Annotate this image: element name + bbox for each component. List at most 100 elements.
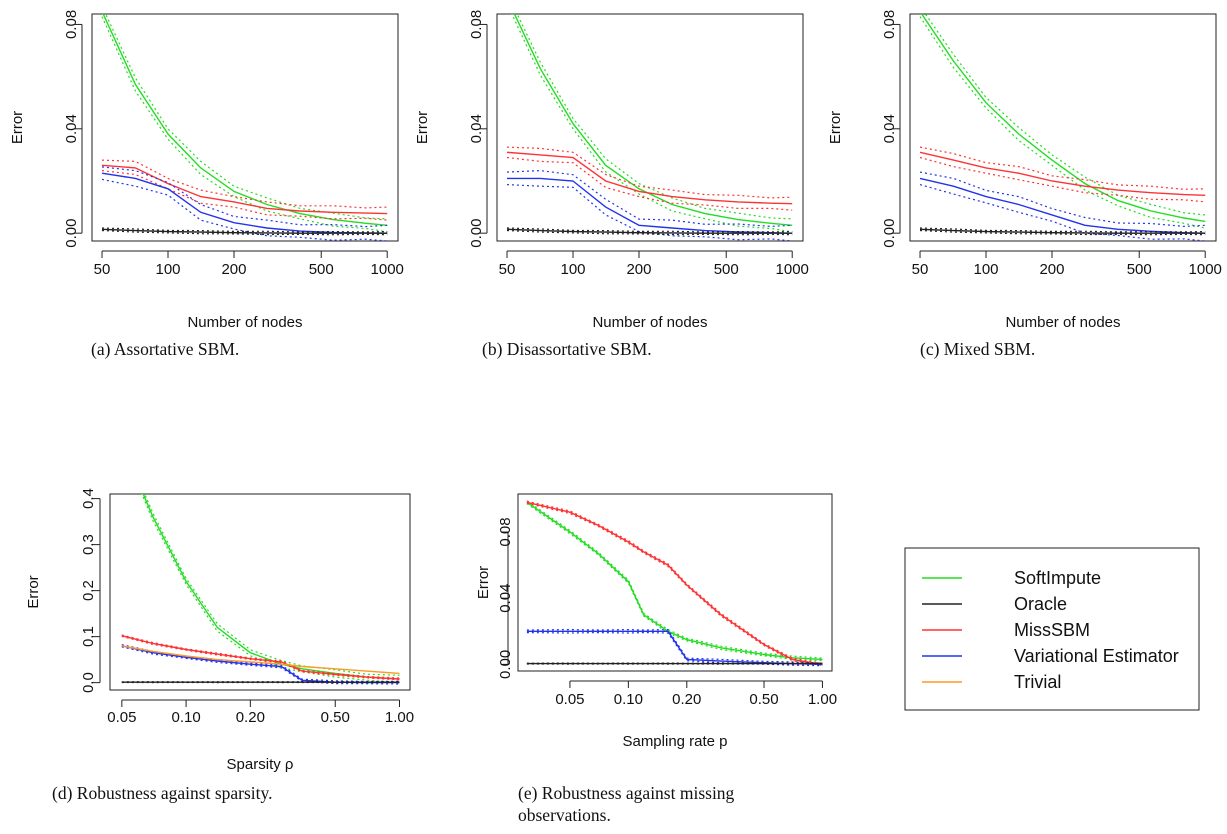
y-tick-label: 0.04: [881, 114, 898, 143]
x-tick-label: 500: [309, 261, 334, 278]
series-band-line: [101, 170, 388, 221]
x-tick-label: 100: [155, 261, 180, 278]
series-band-line: [526, 502, 823, 666]
y-axis-label: Error: [475, 566, 492, 599]
x-axis-label: Number of nodes: [592, 314, 707, 331]
y-tick-label: 0.08: [468, 10, 485, 39]
series-band-line: [919, 156, 1206, 203]
series-band-line: [919, 146, 1206, 190]
legend-label: MissSBM: [1014, 620, 1090, 640]
series-group: [121, 494, 400, 685]
series-line: [102, 14, 388, 226]
x-tick-label: 0.50: [749, 691, 778, 708]
x-tick-label: 0.05: [555, 691, 584, 708]
x-tick-label: 500: [1127, 261, 1152, 278]
x-axis-label: Number of nodes: [1005, 314, 1120, 331]
x-axis-label: Sparsity ρ: [227, 756, 294, 773]
figure-caption: (c) Mixed SBM.: [920, 339, 1035, 359]
series-band-line: [101, 159, 388, 209]
y-tick-label: 0.08: [497, 517, 514, 546]
figure-caption: (d) Robustness against sparsity.: [52, 783, 273, 803]
series-band-line: [526, 500, 823, 659]
x-tick-label: 50: [912, 261, 929, 278]
series-line: [526, 501, 823, 666]
series-group: [526, 500, 823, 667]
x-tick-label: 0.20: [236, 709, 265, 726]
legend-label: Trivial: [1014, 672, 1061, 692]
y-tick-label: 0.08: [63, 10, 80, 39]
series-band-line: [141, 494, 400, 684]
figure-caption: (b) Disassortative SBM.: [482, 339, 652, 359]
series-line: [919, 151, 1206, 196]
plot-frame: [91, 13, 399, 242]
series-band-line: [526, 500, 823, 664]
series-band-line: [516, 14, 793, 220]
series-band-line: [144, 494, 400, 676]
figure-caption-line: (e) Robustness against missing: [518, 783, 735, 803]
series-line: [121, 645, 400, 675]
series-band-line: [121, 635, 400, 681]
series-band-line: [506, 169, 793, 228]
x-tick-label: 500: [714, 261, 739, 278]
x-tick-label: 1.00: [808, 691, 837, 708]
x-tick-label: 0.10: [614, 691, 643, 708]
series-band-line: [101, 166, 388, 228]
x-tick-label: 200: [221, 261, 246, 278]
x-tick-label: 100: [973, 261, 998, 278]
x-tick-label: 0.50: [321, 709, 350, 726]
y-tick-label: 0.1: [80, 626, 97, 647]
x-tick-label: 0.05: [107, 709, 136, 726]
x-tick-label: 1.00: [385, 709, 414, 726]
series-line: [920, 14, 1206, 223]
plot-frame: [496, 13, 804, 242]
plot-frame: [517, 493, 833, 672]
series-band-line: [526, 628, 823, 664]
y-tick-label: 0.00: [497, 650, 514, 679]
series-group: [101, 14, 388, 241]
series-band-line: [121, 634, 400, 679]
x-tick-label: 0.10: [171, 709, 200, 726]
x-tick-label: 50: [499, 261, 516, 278]
series-line: [101, 228, 388, 234]
x-tick-label: 0.20: [672, 691, 701, 708]
series-band-line: [121, 646, 400, 685]
series-line: [513, 14, 793, 226]
chart-panel-e: 0.05 0.10 0.20 0.50 1.00 0.00 0.04 0.08 Sampling…: [475, 493, 837, 825]
chart-panel-d: 0.05 0.10 0.20 0.50 1.00 0.0 0.1 0.2 0.3 0.4 Spars…: [25, 488, 414, 803]
plot-frame: [909, 13, 1217, 242]
figure-caption-line: observations.: [518, 805, 611, 825]
series-line: [506, 151, 793, 205]
figure-caption: (a) Assortative SBM.: [91, 339, 239, 359]
y-axis-label: Error: [414, 111, 431, 144]
x-tick-label: 1000: [776, 261, 809, 278]
legend-label: Variational Estimator: [1014, 646, 1179, 666]
series-line: [919, 177, 1206, 234]
legend-label: SoftImpute: [1014, 568, 1101, 588]
series-group: [506, 14, 793, 241]
chart-panel-b: 50 100 200 500 1000 0.00 0.04 0.08 Number of nod…: [414, 10, 809, 359]
y-axis-label: Error: [9, 111, 26, 144]
y-tick-label: 0.04: [468, 114, 485, 143]
x-tick-label: 1000: [371, 261, 404, 278]
chart-panel-a: 50 100 200 500 1000 0.00 0.04 0.08 Number of nod…: [9, 10, 404, 359]
series-band-line: [104, 14, 388, 220]
series-line: [507, 177, 793, 234]
series-band-line: [101, 16, 388, 233]
y-tick-label: 0.00: [468, 219, 485, 248]
plot-frame: [109, 493, 411, 691]
series-band-line: [919, 184, 1206, 241]
series-line: [101, 164, 388, 215]
series-band-line: [924, 14, 1206, 216]
x-axis-label: Sampling rate p: [622, 733, 727, 750]
y-tick-label: 0.08: [881, 10, 898, 39]
y-axis-label: Error: [25, 575, 42, 608]
x-tick-label: 200: [1039, 261, 1064, 278]
series-line: [919, 228, 1206, 234]
y-tick-label: 0.4: [80, 488, 97, 509]
legend-label: Oracle: [1014, 594, 1067, 614]
legend: SoftImpute Oracle MissSBM Variational Estim…: [904, 547, 1200, 711]
y-tick-label: 0.2: [80, 580, 97, 601]
series-band-line: [511, 14, 793, 233]
y-tick-label: 0.00: [63, 219, 80, 248]
